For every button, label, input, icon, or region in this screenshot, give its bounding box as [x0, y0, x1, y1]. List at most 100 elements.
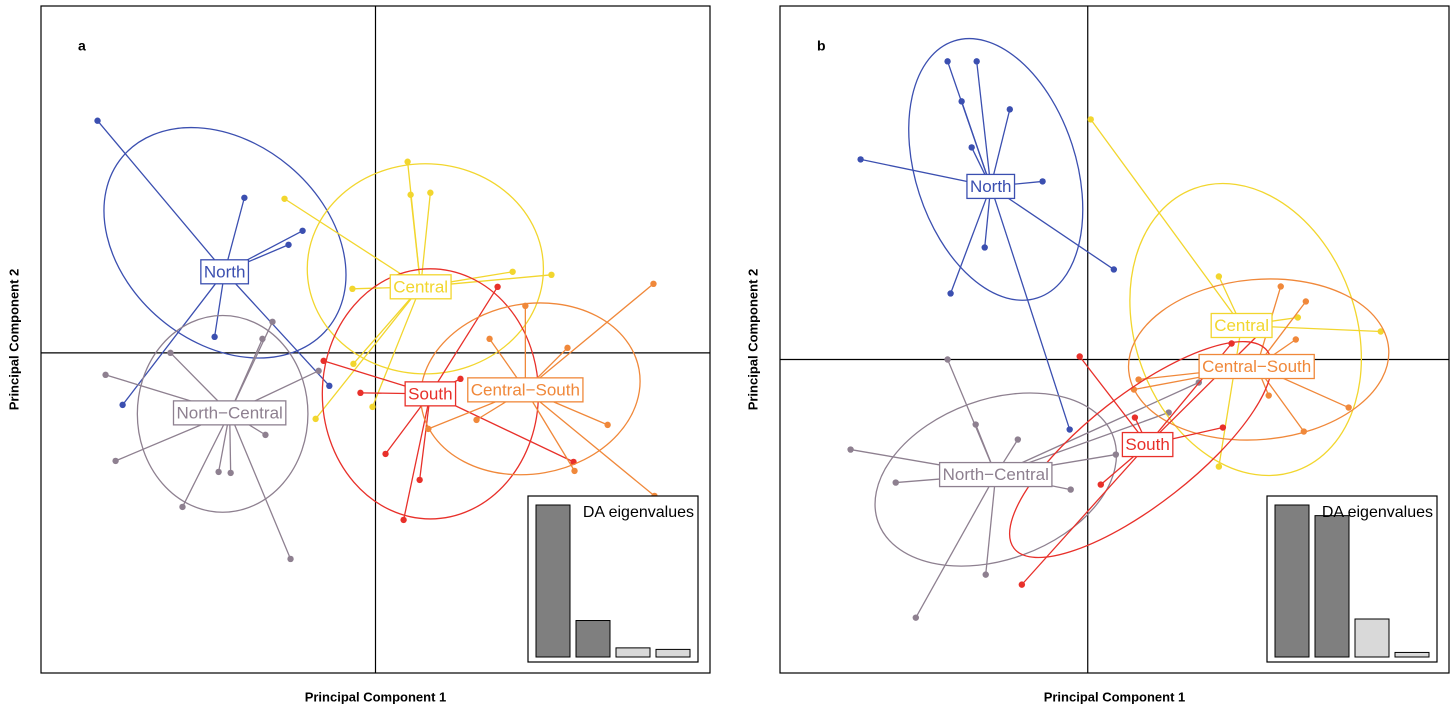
- point: [350, 360, 357, 368]
- point: [604, 421, 611, 429]
- point: [564, 344, 571, 352]
- star-spoke: [229, 412, 292, 560]
- group-ellipse: [306, 163, 545, 375]
- group-label-box: [966, 173, 1016, 200]
- point: [262, 431, 269, 439]
- point: [167, 349, 174, 357]
- point: [973, 58, 980, 65]
- point: [1228, 340, 1235, 347]
- star-spoke: [352, 286, 422, 365]
- point: [1377, 328, 1384, 335]
- star-spoke: [429, 286, 499, 395]
- group-ellipse: [908, 37, 1084, 301]
- star-spoke: [284, 198, 422, 288]
- point: [968, 144, 975, 151]
- inset-title: DA eigenvalues: [1322, 504, 1433, 521]
- group-ellipse: [1127, 278, 1390, 441]
- group-label-box: [938, 461, 1053, 488]
- star-spoke: [419, 393, 432, 480]
- point: [427, 189, 434, 196]
- point: [522, 302, 529, 310]
- point: [944, 356, 951, 363]
- group-label-box: [200, 259, 250, 285]
- point: [473, 416, 480, 424]
- star-spoke: [409, 194, 422, 287]
- y-axis-title: Principal Component 2: [6, 269, 21, 411]
- group-label-box: [404, 381, 457, 407]
- eigenvalue-bar: [655, 648, 691, 658]
- point: [211, 333, 218, 341]
- point: [1018, 581, 1026, 588]
- point: [425, 425, 432, 433]
- point: [416, 476, 423, 484]
- group-ellipse: [1008, 340, 1273, 559]
- group-ellipse: [136, 314, 309, 513]
- star-spoke: [371, 286, 422, 408]
- star-spoke: [122, 271, 226, 406]
- star-spoke: [949, 186, 992, 294]
- panel-letter: b: [817, 38, 826, 54]
- point: [1302, 298, 1310, 305]
- point: [1067, 486, 1074, 493]
- group-label-box: [1121, 431, 1174, 458]
- point: [1006, 106, 1014, 113]
- point: [320, 357, 327, 365]
- point: [1345, 404, 1352, 411]
- point: [1014, 436, 1022, 443]
- x-axis-title: Principal Component 1: [305, 689, 447, 704]
- point: [281, 195, 288, 202]
- group-label-box: [1198, 353, 1315, 380]
- group-label-box: [1210, 312, 1273, 339]
- star-spoke: [976, 61, 992, 187]
- point: [1292, 336, 1299, 343]
- star-spoke: [990, 109, 1011, 187]
- star-spoke: [402, 393, 431, 521]
- point: [947, 290, 954, 297]
- point: [102, 371, 109, 379]
- point: [404, 158, 411, 165]
- group-label: North−Central: [943, 465, 1049, 484]
- point: [382, 450, 389, 458]
- point: [1131, 414, 1139, 421]
- point: [509, 268, 516, 275]
- group-label-box: [389, 274, 452, 300]
- point: [1039, 178, 1046, 185]
- point: [1097, 481, 1104, 488]
- star-spoke: [224, 271, 330, 387]
- star-spoke: [961, 101, 992, 187]
- eigenvalue-bar: [575, 620, 611, 658]
- point: [1112, 451, 1120, 458]
- group-label: South: [1125, 435, 1169, 454]
- point: [94, 117, 101, 124]
- star-spoke: [315, 286, 422, 420]
- point: [1066, 426, 1073, 433]
- point: [1277, 283, 1284, 290]
- eigenvalue-bar: [1314, 515, 1350, 658]
- star-spoke: [420, 192, 432, 287]
- star-spoke: [1021, 444, 1149, 586]
- eigenvalue-bar: [1274, 504, 1310, 658]
- plot-frame: [779, 5, 1450, 674]
- point: [269, 318, 276, 326]
- x-axis-title: Principal Component 1: [1044, 689, 1186, 704]
- group-label: Central−South: [471, 380, 580, 399]
- group-label: North: [204, 262, 246, 281]
- group-label-box: [467, 377, 584, 403]
- star-spoke: [1147, 327, 1267, 446]
- eigenvalue-bar: [535, 504, 571, 658]
- eigenvalue-bar: [615, 647, 651, 658]
- point: [944, 58, 951, 65]
- panel: b Principal Component 1 Principal Componen…: [745, 5, 1450, 704]
- y-axis-title: Principal Component 2: [745, 269, 760, 411]
- point: [912, 614, 920, 621]
- point: [215, 468, 222, 476]
- point: [369, 403, 376, 411]
- group-label: Central: [393, 277, 448, 296]
- point: [407, 191, 414, 198]
- star-spoke: [524, 283, 654, 391]
- group-label: Central: [1214, 316, 1269, 335]
- group-ellipse: [420, 302, 641, 476]
- point: [847, 446, 854, 453]
- group-label: Central−South: [1202, 357, 1311, 376]
